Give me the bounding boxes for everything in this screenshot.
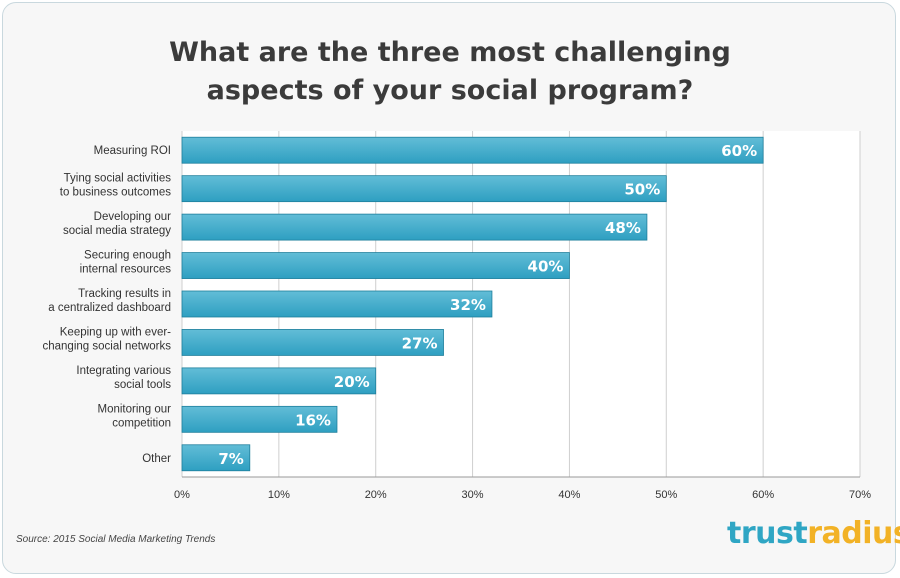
bar-value-label: 50%: [624, 181, 660, 199]
x-axis-tick-labels: 0% 10% 20% 30% 40% 50% 60% 70%: [174, 489, 871, 501]
bar: [181, 136, 764, 164]
x-tick-label: 50%: [655, 489, 677, 501]
bar: [181, 444, 251, 472]
bar-value-label: 40%: [528, 258, 564, 276]
bar: [181, 213, 648, 241]
x-tick-label: 40%: [558, 489, 580, 501]
bars: 60% 50% 48% 40% 32% 27% 20% 16% 7%: [181, 136, 764, 472]
x-tick-label: 60%: [752, 489, 774, 501]
bar-value-label: 48%: [605, 219, 641, 237]
x-tick-label: 10%: [268, 489, 290, 501]
bar: [181, 405, 338, 433]
chart-title: What are the three most challenging aspe…: [0, 34, 900, 110]
bar: [181, 290, 493, 318]
source-note: Source: 2015 Social Media Marketing Tren…: [16, 534, 216, 545]
bar: [181, 329, 444, 356]
x-tick-label: 20%: [365, 489, 387, 501]
category-label: Measuring ROI: [94, 145, 171, 157]
bar-value-label: 16%: [295, 411, 331, 429]
bar-value-label: 27%: [402, 334, 438, 352]
logo-part-trust: trust: [727, 516, 808, 551]
x-tick-label: 0%: [174, 489, 190, 501]
category-label: Monitoring our competition: [97, 403, 171, 429]
bar-value-label: 32%: [450, 296, 486, 314]
chart-title-line-2: aspects of your social program?: [206, 75, 694, 106]
bar-value-label: 60%: [721, 142, 757, 160]
chart-title-line-1: What are the three most challenging: [169, 37, 731, 68]
bar: [181, 175, 667, 203]
category-label: Developing our social media strategy: [63, 211, 171, 237]
x-tick-label: 30%: [462, 489, 484, 501]
category-label: Integrating various social tools: [76, 365, 171, 391]
category-label: Tracking results in a centralized dashboa…: [48, 288, 171, 314]
category-label: Keeping up with ever-changing social net…: [43, 326, 172, 352]
category-label: Tying social activities to business outco…: [60, 173, 171, 199]
bar-value-label: 7%: [218, 450, 243, 468]
bar: [181, 367, 377, 395]
logo-part-radius: radius: [807, 516, 900, 551]
x-tick-label: 70%: [849, 489, 871, 501]
category-label: Other: [142, 453, 171, 465]
category-label: Securing enough internal resources: [80, 250, 172, 276]
bar: [181, 252, 570, 279]
bar-value-label: 20%: [334, 373, 370, 391]
trustradius-logo: trustradius™: [727, 516, 900, 551]
category-labels: Measuring ROI Tying social activities to b…: [43, 145, 172, 465]
